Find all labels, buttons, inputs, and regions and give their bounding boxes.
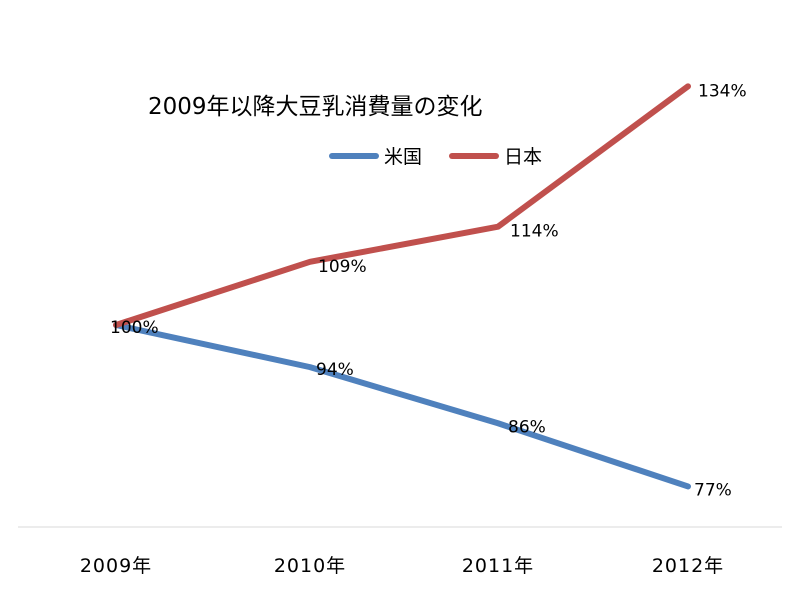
data-labels: 100% 94% 86% 77% 109% 114% 134% [110,81,747,500]
data-label: 77% [694,480,732,500]
legend-label-japan: 日本 [504,146,542,168]
x-tick-label: 2011年 [462,555,534,577]
data-label: 134% [698,81,747,101]
data-label: 100% [110,318,159,338]
data-label: 86% [508,417,546,437]
data-label: 94% [316,360,354,380]
x-tick-label: 2010年 [274,555,346,577]
legend-label-us: 米国 [384,146,422,168]
x-axis-tick-labels: 2009年 2010年 2011年 2012年 [80,555,724,577]
data-label: 109% [318,257,367,277]
series-lines [113,83,691,490]
legend: 米国 日本 [329,146,542,168]
series-line-japan [113,83,691,328]
x-tick-label: 2012年 [652,555,724,577]
chart-title: 2009年以降大豆乳消費量の変化 [148,94,483,120]
data-label: 114% [510,222,559,242]
series-line-us [113,322,691,490]
x-tick-label: 2009年 [80,555,152,577]
